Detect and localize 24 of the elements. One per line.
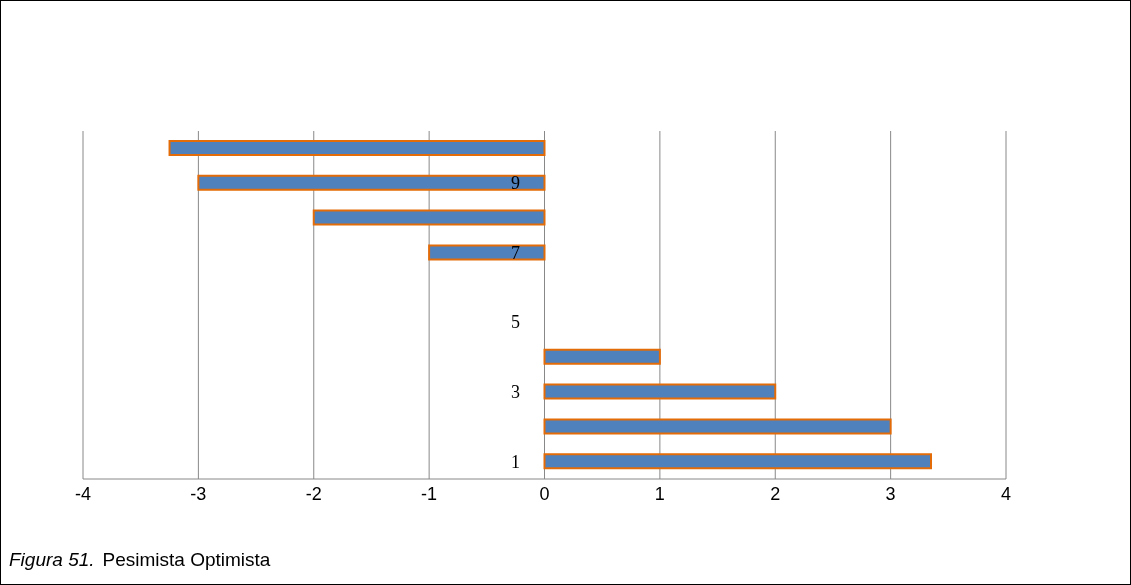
y-tick-label: 9 (511, 173, 520, 194)
x-tick-label: 4 (1000, 483, 1012, 504)
x-tick-label: 3 (885, 483, 896, 504)
y-tick-label: 3 (511, 382, 520, 402)
bar (428, 244, 546, 261)
x-tick-label: -3 (190, 483, 207, 504)
y-tick-label: 1 (511, 451, 520, 472)
x-tick-label: -2 (305, 483, 322, 504)
y-tick-label: 5 (511, 312, 520, 333)
x-tick-label: -4 (74, 483, 92, 504)
bar (543, 383, 777, 400)
x-tick-label: 1 (654, 483, 665, 504)
bar (543, 348, 661, 365)
x-tick-label: 2 (770, 483, 781, 504)
x-tick-label: 0 (539, 483, 550, 504)
y-tick-label: 7 (511, 242, 520, 263)
x-tick-label: -1 (421, 483, 438, 504)
bar (312, 209, 546, 226)
bar (543, 418, 892, 435)
bar (197, 174, 546, 191)
bar (168, 140, 546, 156)
text: Pesimista Optimista (102, 549, 271, 570)
bar (543, 453, 933, 470)
text: Figura 51. (9, 549, 95, 570)
